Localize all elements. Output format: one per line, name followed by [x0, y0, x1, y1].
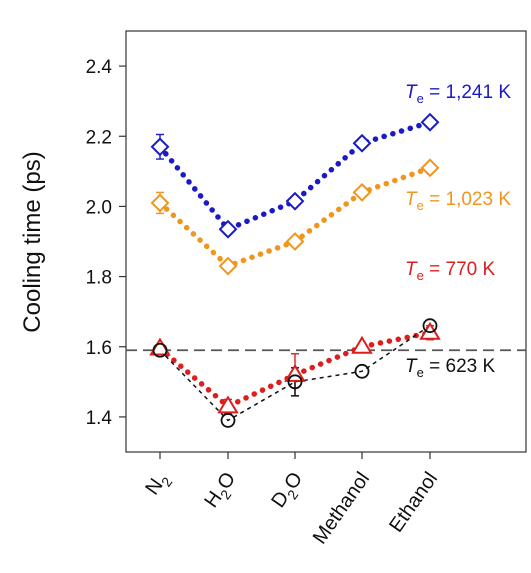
- diamond-marker: [420, 158, 440, 178]
- series-label: Te = 623 K: [405, 356, 495, 380]
- circle-marker: [422, 318, 438, 334]
- x-tick-label: N2: [141, 468, 175, 501]
- series-label: Te = 770 K: [405, 259, 495, 283]
- diamond-marker: [285, 232, 305, 251]
- circle-marker: [152, 342, 168, 358]
- triangle-marker: [217, 395, 239, 414]
- plot-frame: [125, 30, 527, 453]
- triangle-marker: [149, 337, 171, 356]
- diamond-marker: [218, 256, 238, 276]
- x-tick-label: D2O: [267, 468, 310, 514]
- y-tick-label: 1.6: [86, 338, 112, 359]
- x-tick-label: Methanol: [309, 468, 374, 548]
- y-axis-label: Cooling time (ps): [19, 151, 46, 332]
- y-tick-label: 1.8: [86, 268, 112, 289]
- y-tick-label: 2.2: [86, 127, 112, 148]
- y-tick-label: 1.4: [86, 408, 113, 429]
- diamond-marker: [352, 133, 372, 153]
- y-tick-label: 2.0: [86, 197, 112, 218]
- series-label: Te = 1,241 K: [405, 82, 511, 106]
- x-tick-label: H2O: [200, 468, 243, 514]
- diamond-marker: [150, 137, 170, 157]
- series-line: [159, 325, 431, 422]
- circle-marker: [354, 363, 370, 379]
- diamond-marker: [352, 182, 372, 202]
- y-tick-label: 2.4: [86, 57, 113, 78]
- circle-marker: [287, 374, 303, 390]
- series-label: Te = 1,023 K: [405, 189, 511, 213]
- triangle-marker: [351, 335, 373, 354]
- diamond-marker: [150, 193, 170, 213]
- diamond-marker: [218, 219, 238, 239]
- circle-marker: [220, 413, 236, 428]
- series-line: [157, 165, 433, 270]
- series-line: [157, 119, 433, 233]
- diamond-marker: [285, 191, 305, 211]
- x-tick-label: Ethanol: [385, 468, 442, 536]
- diamond-marker: [420, 112, 440, 132]
